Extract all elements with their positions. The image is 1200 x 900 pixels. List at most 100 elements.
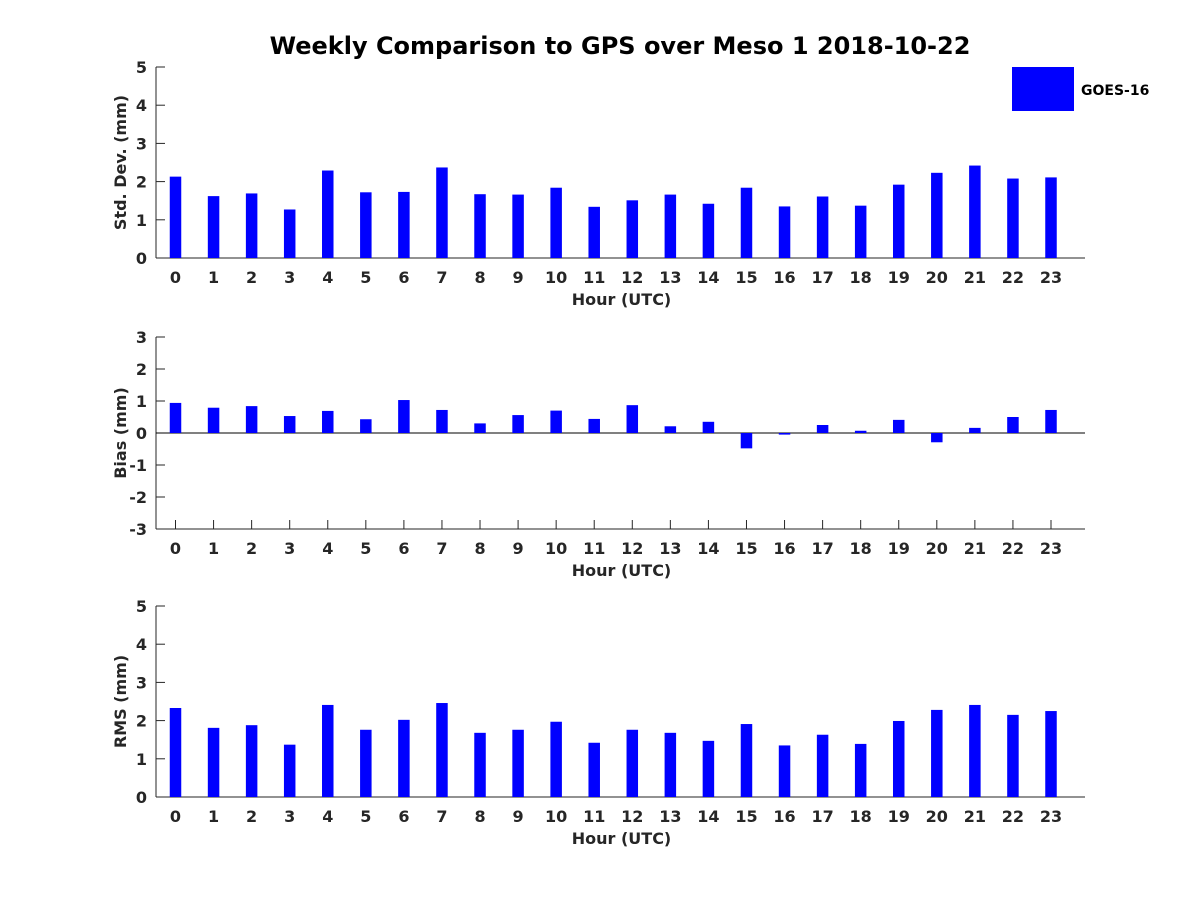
bias-bar [512,415,524,433]
rms-x-tick-label: 22 [1002,807,1024,826]
bias-x-tick-label: 10 [545,539,567,558]
bias-x-tick-label: 21 [964,539,986,558]
std-dev-bar [626,200,639,258]
std-dev-bar [969,165,981,258]
std-dev-bar [550,187,562,258]
std-dev-x-tick-label: 2 [246,268,257,287]
std-dev-x-tick-label: 10 [545,268,567,287]
bias-x-tick-label: 5 [360,539,371,558]
std-dev-y-tick-label: 3 [136,134,147,153]
std-dev-x-tick-label: 15 [735,268,757,287]
std-dev-x-tick-label: 4 [322,268,333,287]
std-dev-x-axis-label: Hour (UTC) [572,290,672,309]
bias-x-tick-label: 7 [436,539,447,558]
bias-bar [207,407,220,433]
std-dev-y-tick-label: 5 [136,58,147,77]
rms-bar [702,740,715,797]
std-dev-x-tick-label: 17 [811,268,833,287]
std-dev-x-tick-label: 1 [208,268,219,287]
std-dev-bar [207,196,220,258]
rms-bar [360,729,372,797]
std-dev-bar [931,172,943,258]
bias-bar [778,433,791,435]
std-dev-x-tick-label: 18 [850,268,872,287]
rms-y-axis-label: RMS (mm) [111,655,130,748]
std-dev-x-tick-label: 11 [583,268,605,287]
std-dev-x-tick-label: 5 [360,268,371,287]
bias-bar [816,425,829,433]
std-dev-y-axis-label: Std. Dev. (mm) [111,95,130,230]
bias-bar [588,418,600,433]
rms-bar [245,725,258,797]
rms-x-tick-label: 13 [659,807,681,826]
rms-x-tick-label: 19 [888,807,910,826]
rms-bar [474,732,486,797]
rms-bar [892,720,905,797]
bias-x-tick-label: 14 [697,539,719,558]
legend-swatch [1012,67,1074,111]
bias-y-tick-label: 3 [136,328,147,347]
rms-bar [1045,711,1057,797]
bias-x-tick-label: 1 [208,539,219,558]
std-dev-y-tick-label: 0 [136,249,147,268]
bias-bar [1007,417,1019,433]
rms-bar [398,719,410,797]
rms-bar [854,743,867,797]
std-dev-x-tick-label: 13 [659,268,681,287]
bias-bar [360,419,372,433]
bias-bar [626,405,639,433]
rms-x-tick-label: 0 [170,807,181,826]
rms-bar [740,724,753,797]
rms-x-tick-label: 1 [208,807,219,826]
rms-x-tick-label: 2 [246,807,257,826]
rms-x-tick-label: 17 [811,807,833,826]
rms-bar [816,734,829,797]
rms-bar [664,732,677,797]
rms-x-tick-label: 16 [773,807,795,826]
bias-bar [1045,409,1057,433]
rms-bar [588,742,600,797]
rms-x-tick-label: 6 [398,807,409,826]
rms-x-tick-label: 12 [621,807,643,826]
bias-bar [892,419,905,433]
rms-x-tick-label: 15 [735,807,757,826]
rms-bar [322,704,334,797]
std-dev-x-tick-label: 8 [474,268,485,287]
std-dev-bar [322,170,334,258]
bias-y-tick-label: -3 [129,520,147,539]
bias-y-tick-label: 0 [136,424,147,443]
bias-x-tick-label: 22 [1002,539,1024,558]
bias-bar [283,416,296,433]
std-dev-bar [664,194,677,258]
std-dev-bar [816,196,829,258]
bias-bar [436,409,448,433]
std-dev-x-tick-label: 16 [773,268,795,287]
rms-x-axis-label: Hour (UTC) [572,829,672,848]
std-dev-x-tick-label: 19 [888,268,910,287]
std-dev-bar [854,205,867,258]
std-dev-x-tick-label: 6 [398,268,409,287]
bias-x-tick-label: 18 [850,539,872,558]
std-dev-x-tick-label: 20 [926,268,948,287]
rms-bar [1007,714,1019,797]
rms-x-tick-label: 5 [360,807,371,826]
legend: GOES-16 [1012,67,1149,111]
bias-bar [245,406,258,433]
bias-x-tick-label: 0 [170,539,181,558]
std-dev-bar [245,193,258,258]
std-dev-bar [398,191,410,258]
rms-x-tick-label: 20 [926,807,948,826]
bias-x-tick-label: 6 [398,539,409,558]
bias-bar [322,410,334,433]
rms-x-tick-label: 21 [964,807,986,826]
bias-bar [702,421,715,433]
rms-bar [169,707,182,797]
std-dev-x-tick-label: 12 [621,268,643,287]
std-dev-bar [360,192,372,258]
bias-x-tick-label: 2 [246,539,257,558]
rms-x-tick-label: 8 [474,807,485,826]
std-dev-x-tick-label: 22 [1002,268,1024,287]
rms-y-tick-label: 5 [136,597,147,616]
